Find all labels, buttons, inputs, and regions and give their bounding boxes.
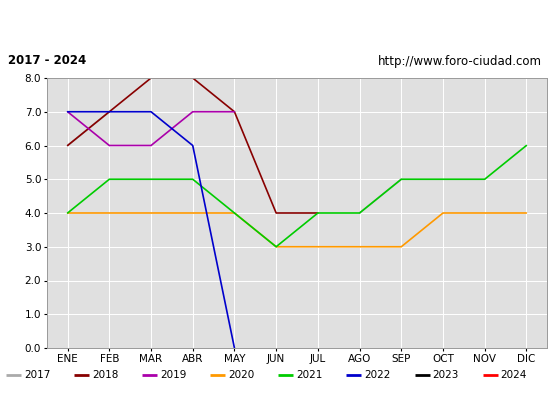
Text: 2020: 2020 [228, 370, 254, 380]
Text: 2017 - 2024: 2017 - 2024 [8, 54, 86, 68]
Text: 2019: 2019 [160, 370, 186, 380]
Text: 2021: 2021 [296, 370, 322, 380]
Text: 2023: 2023 [432, 370, 459, 380]
Text: http://www.foro-ciudad.com: http://www.foro-ciudad.com [378, 54, 542, 68]
Text: 2024: 2024 [500, 370, 527, 380]
Text: Evolucion del paro registrado en Bayubas de Abajo: Evolucion del paro registrado en Bayubas… [44, 16, 506, 30]
Text: 2022: 2022 [364, 370, 390, 380]
Text: 2017: 2017 [24, 370, 50, 380]
Text: 2018: 2018 [92, 370, 118, 380]
